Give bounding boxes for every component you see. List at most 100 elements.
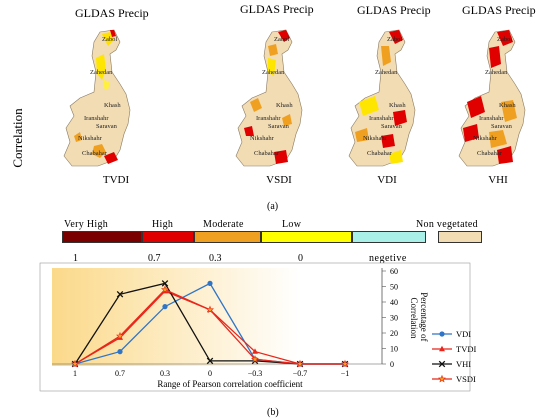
zone-high: [489, 46, 501, 68]
data-point: [162, 304, 168, 310]
zone-low: [359, 96, 379, 116]
city-label: Khash: [389, 102, 406, 109]
x-tick-label: −1: [341, 369, 350, 378]
zone-moderate: [282, 114, 292, 126]
zone-high: [104, 152, 118, 164]
city-label: Zabol: [387, 36, 402, 43]
data-point: [341, 359, 349, 368]
data-point: [206, 305, 214, 314]
map-vsdi: Zabol Zahedan Khash Iranshahr Saravan Ni…: [235, 29, 303, 167]
x-tick-label: −0.7: [293, 369, 308, 378]
legend-number-1: 1: [73, 253, 78, 264]
map-title-3: GLDAS Precip: [357, 3, 431, 17]
legend-label: VDI: [456, 329, 471, 339]
city-label: Saravan: [381, 123, 403, 130]
city-label: Zabol: [497, 36, 512, 43]
legend-word-high: High: [152, 219, 174, 230]
city-label: Khash: [104, 102, 121, 109]
y-tick-label: 30: [390, 314, 398, 323]
map-index-vdi: VDI: [377, 174, 397, 186]
city-label: Chabahar: [254, 150, 280, 157]
figure-label-a: (a): [267, 201, 279, 212]
city-label: Chabahar: [477, 150, 503, 157]
map-vhi: Zabol Zahedan Khash Iranshahr Saravan Ni…: [458, 29, 526, 167]
zone-high: [389, 30, 403, 44]
data-point: [116, 290, 124, 298]
zone-moderate: [489, 130, 507, 148]
city-label: Iranshahr: [479, 115, 504, 122]
zone-high: [244, 126, 254, 136]
x-axis-label: Range of Pearson correlation coefficient: [157, 379, 303, 389]
legend-label: VSDI: [456, 374, 476, 384]
city-label: Khash: [276, 102, 293, 109]
zone-moderate: [268, 44, 278, 56]
zone-moderate: [381, 46, 391, 66]
city-label: Khash: [499, 102, 516, 109]
zone-high: [274, 150, 288, 164]
chart-legend: VDI TVDI VHI VSDI: [432, 329, 476, 384]
data-point: [161, 285, 169, 293]
city-label: Chabahar: [367, 150, 393, 157]
legend-label: TVDI: [456, 344, 476, 354]
city-label: Iranshahr: [369, 115, 394, 122]
city-label: Zabol: [102, 36, 117, 43]
zone-high: [497, 146, 513, 164]
city-label: Zahedan: [90, 69, 113, 76]
city-label: Nikshahr: [363, 135, 388, 142]
map-tvdi: Zabol Zahedan Khash Iranshahr Saravan Ni…: [63, 29, 131, 167]
data-point: [116, 331, 124, 340]
zone-moderate: [355, 128, 369, 142]
zone-high: [497, 30, 513, 46]
map-title-2: GLDAS Precip: [240, 2, 314, 16]
correlation-side-label: Correlation: [10, 108, 25, 168]
y-tick-label: 50: [390, 283, 398, 292]
zone-low: [96, 54, 106, 80]
zone-high: [278, 30, 290, 42]
figure-label-b: (b): [267, 407, 279, 418]
legend-word-moderate: Moderate: [203, 219, 244, 230]
legend-swatch-high: [142, 231, 194, 243]
data-point: [251, 355, 259, 363]
y-axis-label-line1: Percentage of: [419, 292, 429, 341]
legend-number-negative: negetive: [369, 253, 407, 264]
data-point: [438, 360, 446, 368]
legend-swatch-low: [261, 231, 352, 243]
x-tick-label: 0.7: [115, 369, 125, 378]
map-vdi: Zabol Zahedan Khash Iranshahr Saravan Ni…: [348, 29, 416, 167]
data-point: [296, 359, 304, 368]
maps-panel: Zabol Zahedan Khash Iranshahr Saravan Ni…: [63, 29, 526, 167]
legend-number-0: 0: [298, 253, 303, 264]
map-index-tvdi: TVDI: [102, 174, 130, 186]
city-label: Saravan: [491, 123, 513, 130]
zone-moderate: [250, 98, 262, 112]
zone-low: [102, 32, 114, 46]
legend-number-0-7: 0.7: [148, 253, 161, 264]
city-label: Saravan: [96, 123, 118, 130]
y-axis-label-line2: Correlation: [409, 298, 419, 339]
zone-high: [110, 30, 116, 37]
y-tick-label: 20: [390, 329, 398, 338]
data-point: [161, 280, 169, 287]
y-tick-label: 10: [390, 345, 398, 354]
legend-word-non-vegetated: Non vegetated: [416, 219, 478, 230]
data-point: [206, 357, 214, 365]
y-axis-label: Percentage of Correlation: [409, 292, 429, 343]
city-label: Nikshahr: [473, 135, 498, 142]
city-label: Iranshahr: [256, 115, 281, 122]
map-title-1: GLDAS Precip: [75, 6, 149, 20]
y-axis-ticks: 0 10 20 30 40 50 60: [382, 267, 398, 369]
city-label: Zahedan: [375, 69, 398, 76]
zone-high: [467, 96, 485, 118]
zone-high: [463, 124, 479, 142]
x-tick-label: −0.3: [248, 369, 263, 378]
x-tick-label: 0.3: [160, 369, 170, 378]
y-tick-label: 40: [390, 298, 398, 307]
zone-moderate: [501, 100, 517, 122]
legend-swatch-negative: [352, 231, 426, 243]
y-tick-label: 60: [390, 267, 398, 276]
map-index-vsdi: VSDI: [266, 174, 292, 186]
city-label: Nikshahr: [78, 135, 103, 142]
zone-high: [393, 110, 407, 126]
legend-swatch-non-vegetated: [438, 231, 482, 243]
legend-number-0-3: 0.3: [209, 253, 222, 264]
